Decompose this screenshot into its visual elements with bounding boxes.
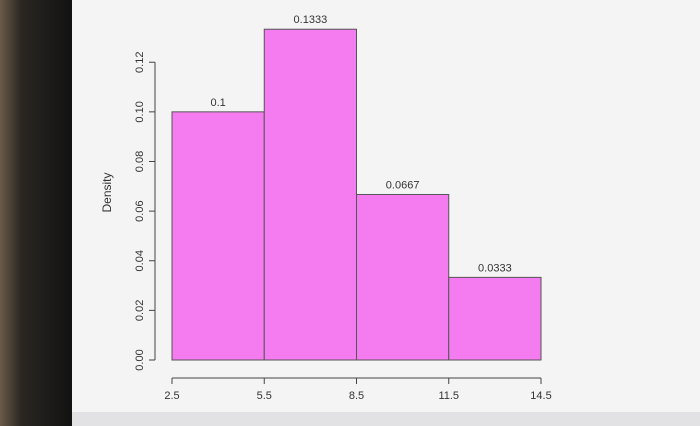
- bar: [356, 193, 450, 361]
- y-tick-label: 0.02: [134, 300, 146, 321]
- value-label: 0.1: [210, 97, 225, 109]
- y-tick-label: 0.06: [134, 200, 146, 221]
- y-tick-label: 0.04: [134, 250, 146, 271]
- x-tick-label: 8.5: [349, 390, 364, 402]
- x-tick-label: 5.5: [257, 390, 272, 402]
- bar: [448, 276, 542, 361]
- y-axis-label: Density: [100, 172, 114, 212]
- x-tick-label: 2.5: [164, 390, 179, 402]
- value-label: 0.0667: [386, 179, 420, 191]
- footer-bar: [72, 412, 700, 426]
- bar: [171, 111, 265, 361]
- value-label: 0.1333: [294, 14, 328, 26]
- y-tick-label: 0.00: [134, 349, 146, 370]
- value-label: 0.0333: [478, 262, 512, 274]
- y-tick-label: 0.10: [134, 101, 146, 122]
- bar: [263, 28, 357, 361]
- y-tick-label: 0.12: [134, 52, 146, 73]
- x-tick-label: 11.5: [438, 390, 459, 402]
- bezel: [0, 0, 72, 426]
- x-tick-label: 14.5: [530, 390, 551, 402]
- y-tick-label: 0.08: [134, 151, 146, 172]
